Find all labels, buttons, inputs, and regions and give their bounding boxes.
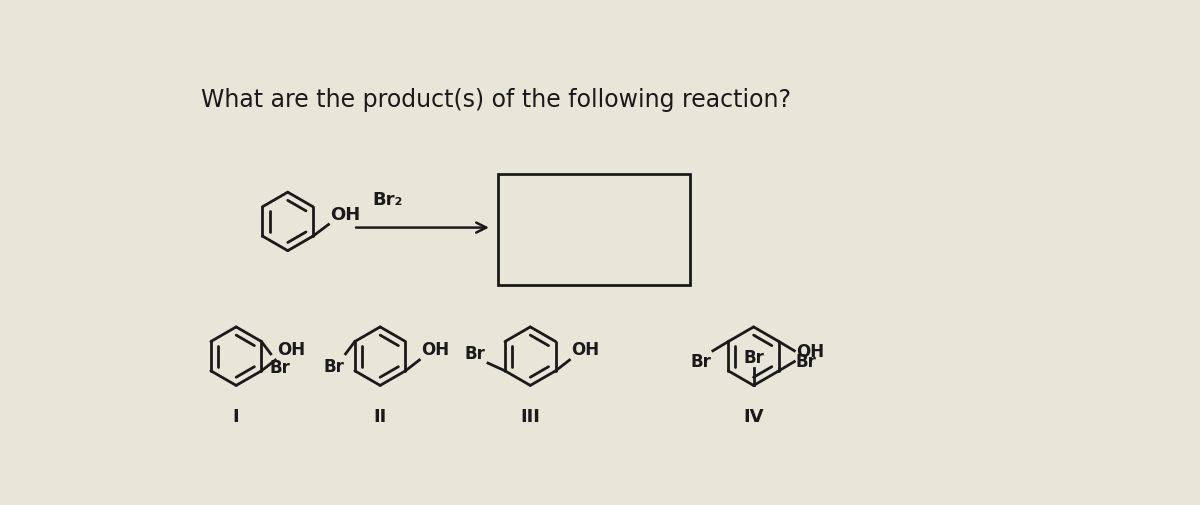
Text: Br: Br: [796, 352, 817, 371]
Text: Br: Br: [464, 344, 486, 362]
Text: OH: OH: [330, 206, 360, 224]
Text: Br: Br: [323, 357, 344, 375]
Text: OH: OH: [796, 342, 824, 360]
Text: I: I: [233, 407, 240, 425]
Text: III: III: [521, 407, 540, 425]
Text: What are the product(s) of the following reaction?: What are the product(s) of the following…: [200, 87, 791, 112]
Text: Br: Br: [743, 348, 764, 367]
Text: II: II: [373, 407, 386, 425]
Bar: [498, 174, 690, 286]
Text: OH: OH: [571, 341, 599, 359]
Text: Br₂: Br₂: [372, 190, 403, 208]
Text: IV: IV: [743, 407, 764, 425]
Text: OH: OH: [277, 341, 305, 359]
Text: OH: OH: [421, 341, 449, 359]
Text: Br: Br: [690, 352, 712, 371]
Text: Br: Br: [269, 359, 290, 377]
